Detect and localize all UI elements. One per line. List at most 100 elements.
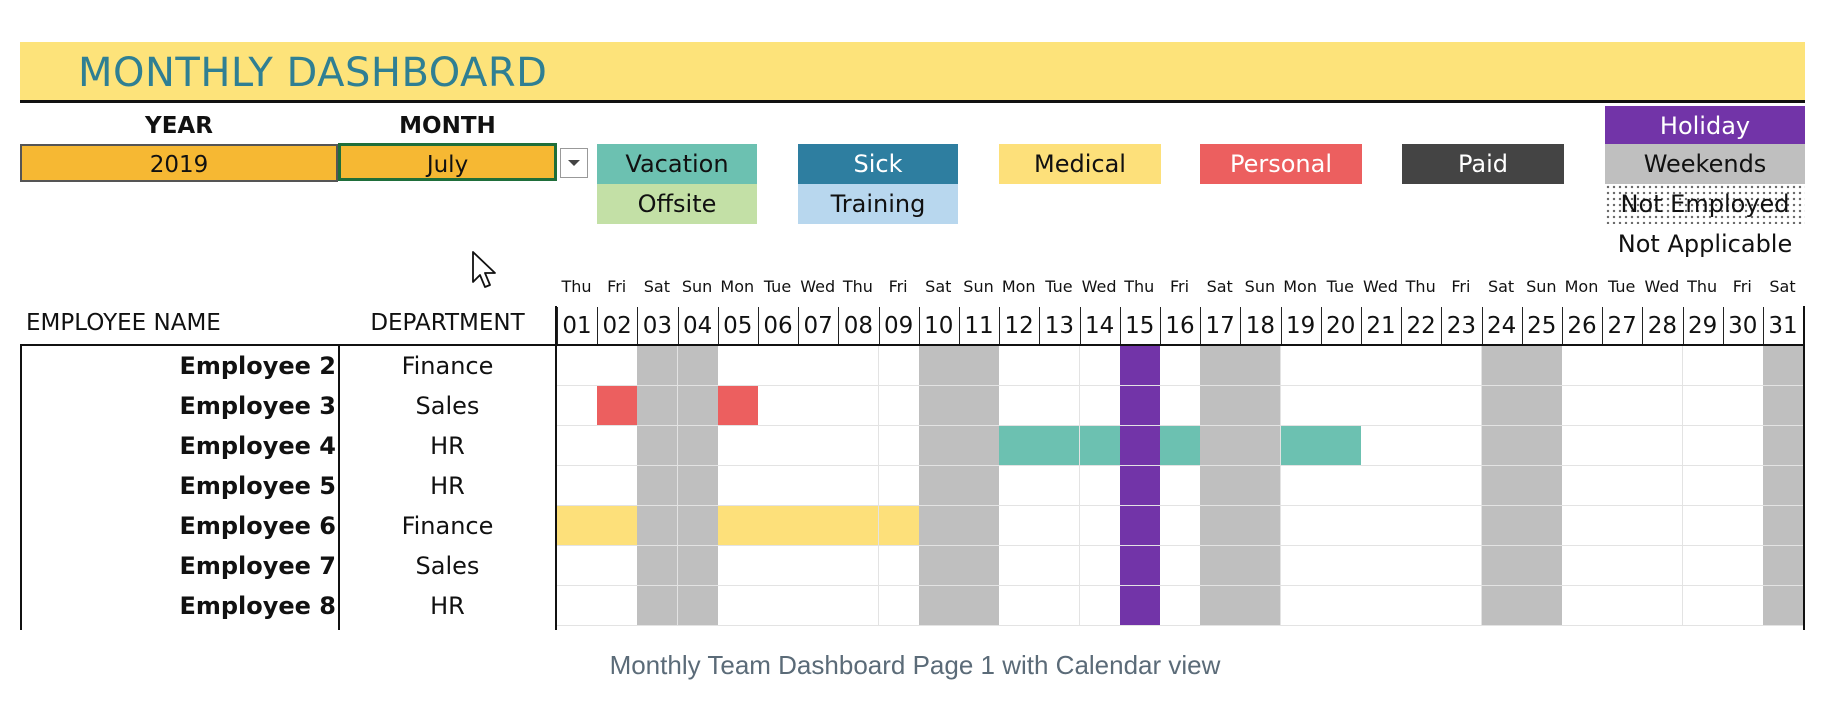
calendar-cell-empty[interactable] [798,586,840,626]
calendar-cell-empty[interactable] [1602,546,1644,586]
calendar-cell-empty[interactable] [1320,466,1362,506]
calendar-cell-empty[interactable] [878,546,920,586]
calendar-cell-empty[interactable] [1642,466,1684,506]
calendar-cell-medical[interactable] [798,506,840,546]
calendar-cell-weekend[interactable] [1200,506,1242,546]
calendar-cell-empty[interactable] [1722,466,1764,506]
calendar-cell-weekend[interactable] [637,346,679,386]
calendar-cell-medical[interactable] [557,506,598,546]
calendar-cell-empty[interactable] [999,466,1041,506]
calendar-cell-weekend[interactable] [1763,586,1804,626]
calendar-cell-empty[interactable] [1160,346,1201,386]
calendar-cell-empty[interactable] [1682,586,1724,626]
calendar-cell-empty[interactable] [798,466,840,506]
calendar-cell-empty[interactable] [1361,506,1402,546]
calendar-cell-empty[interactable] [1039,466,1081,506]
calendar-cell-weekend[interactable] [637,386,679,426]
calendar-cell-weekend[interactable] [1200,426,1242,466]
calendar-cell-empty[interactable] [557,586,598,626]
calendar-cell-empty[interactable] [1441,546,1483,586]
calendar-cell-empty[interactable] [1320,546,1362,586]
calendar-cell-empty[interactable] [1602,506,1644,546]
calendar-cell-empty[interactable] [557,546,598,586]
calendar-cell-empty[interactable] [1280,586,1322,626]
calendar-cell-empty[interactable] [758,586,799,626]
calendar-cell-empty[interactable] [1642,506,1684,546]
calendar-cell-empty[interactable] [878,466,920,506]
calendar-cell-holiday[interactable] [1119,386,1161,426]
calendar-cell-weekend[interactable] [959,466,1000,506]
calendar-cell-empty[interactable] [1361,386,1402,426]
calendar-cell-weekend[interactable] [959,386,1000,426]
calendar-cell-medical[interactable] [838,506,880,546]
calendar-cell-holiday[interactable] [1119,586,1161,626]
calendar-cell-empty[interactable] [597,586,639,626]
calendar-cell-empty[interactable] [1079,506,1121,546]
calendar-cell-empty[interactable] [758,386,799,426]
calendar-cell-weekend[interactable] [637,546,679,586]
calendar-cell-holiday[interactable] [1119,426,1161,466]
calendar-cell-empty[interactable] [1441,386,1483,426]
calendar-cell-weekend[interactable] [1240,586,1282,626]
calendar-cell-medical[interactable] [597,506,639,546]
calendar-cell-weekend[interactable] [677,546,719,586]
calendar-cell-empty[interactable] [1562,546,1603,586]
calendar-cell-weekend[interactable] [918,506,960,546]
calendar-cell-empty[interactable] [838,466,880,506]
calendar-cell-weekend[interactable] [959,586,1000,626]
calendar-cell-weekend[interactable] [1481,426,1523,466]
calendar-cell-vacation[interactable] [1039,426,1081,466]
calendar-cell-weekend[interactable] [637,586,679,626]
calendar-cell-weekend[interactable] [637,506,679,546]
calendar-cell-empty[interactable] [1361,426,1402,466]
calendar-cell-empty[interactable] [1361,546,1402,586]
calendar-cell-weekend[interactable] [1521,346,1563,386]
calendar-cell-empty[interactable] [1401,426,1443,466]
calendar-cell-weekend[interactable] [1763,466,1804,506]
calendar-cell-holiday[interactable] [1119,506,1161,546]
calendar-cell-weekend[interactable] [1200,586,1242,626]
calendar-cell-weekend[interactable] [1240,466,1282,506]
calendar-cell-empty[interactable] [1039,346,1081,386]
calendar-cell-empty[interactable] [999,546,1041,586]
calendar-cell-empty[interactable] [1280,506,1322,546]
calendar-cell-weekend[interactable] [918,546,960,586]
calendar-cell-weekend[interactable] [1481,346,1523,386]
calendar-cell-empty[interactable] [1039,586,1081,626]
calendar-cell-empty[interactable] [1722,426,1764,466]
calendar-cell-weekend[interactable] [918,346,960,386]
calendar-cell-weekend[interactable] [918,586,960,626]
calendar-cell-vacation[interactable] [1079,426,1121,466]
calendar-cell-vacation[interactable] [1280,426,1322,466]
calendar-cell-empty[interactable] [1722,586,1764,626]
calendar-cell-weekend[interactable] [918,386,960,426]
calendar-cell-vacation[interactable] [1320,426,1362,466]
calendar-cell-medical[interactable] [758,506,799,546]
calendar-cell-weekend[interactable] [918,426,960,466]
calendar-cell-empty[interactable] [1722,386,1764,426]
calendar-cell-empty[interactable] [1602,586,1644,626]
calendar-cell-empty[interactable] [717,586,759,626]
calendar-cell-empty[interactable] [1562,506,1603,546]
calendar-cell-weekend[interactable] [959,426,1000,466]
calendar-cell-personal[interactable] [597,386,639,426]
calendar-cell-empty[interactable] [838,346,880,386]
calendar-cell-empty[interactable] [838,426,880,466]
calendar-cell-empty[interactable] [1079,386,1121,426]
calendar-cell-weekend[interactable] [959,346,1000,386]
calendar-cell-empty[interactable] [597,346,639,386]
calendar-cell-weekend[interactable] [1200,346,1242,386]
calendar-cell-weekend[interactable] [1521,386,1563,426]
calendar-cell-empty[interactable] [1722,346,1764,386]
calendar-cell-weekend[interactable] [1200,386,1242,426]
calendar-cell-empty[interactable] [1401,466,1443,506]
calendar-cell-empty[interactable] [1320,346,1362,386]
calendar-cell-medical[interactable] [717,506,759,546]
calendar-cell-empty[interactable] [838,386,880,426]
calendar-cell-empty[interactable] [1562,586,1603,626]
calendar-cell-empty[interactable] [999,346,1041,386]
calendar-cell-weekend[interactable] [1763,346,1804,386]
calendar-cell-empty[interactable] [717,426,759,466]
calendar-cell-weekend[interactable] [1521,466,1563,506]
calendar-cell-empty[interactable] [1562,386,1603,426]
